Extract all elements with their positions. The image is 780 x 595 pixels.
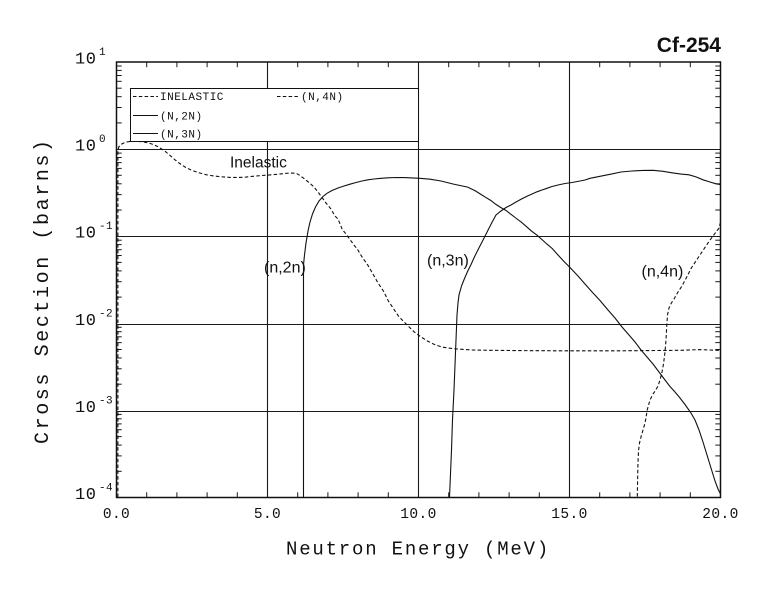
svg-text:5.0: 5.0 <box>254 507 281 523</box>
svg-text:10: 10 <box>75 138 97 157</box>
svg-text:(n,4n): (n,4n) <box>642 264 684 281</box>
svg-text:(N,4N): (N,4N) <box>301 92 344 104</box>
svg-text:1: 1 <box>99 47 106 59</box>
svg-text:-4: -4 <box>99 483 113 495</box>
svg-text:(N,3N): (N,3N) <box>160 130 203 142</box>
svg-text:0: 0 <box>99 134 106 146</box>
svg-text:10: 10 <box>75 312 97 331</box>
svg-text:0.0: 0.0 <box>103 507 130 523</box>
svg-text:10: 10 <box>75 51 97 70</box>
svg-text:Cross Section (barns): Cross Section (barns) <box>32 137 55 444</box>
svg-text:(N,2N): (N,2N) <box>160 112 203 124</box>
svg-text:10.0: 10.0 <box>400 507 436 523</box>
svg-text:10: 10 <box>75 225 97 244</box>
svg-text:-2: -2 <box>99 308 113 320</box>
svg-text:-1: -1 <box>99 221 113 233</box>
svg-text:-3: -3 <box>99 395 113 407</box>
svg-text:20.0: 20.0 <box>702 507 738 523</box>
svg-text:INELASTIC: INELASTIC <box>160 92 224 104</box>
svg-text:(n,2n): (n,2n) <box>264 260 306 277</box>
svg-text:Cf-254: Cf-254 <box>657 34 722 57</box>
svg-text:15.0: 15.0 <box>551 507 587 523</box>
svg-text:10: 10 <box>75 486 97 505</box>
svg-text:Neutron Energy (MeV): Neutron Energy (MeV) <box>286 539 550 561</box>
svg-text:(n,3n): (n,3n) <box>427 253 469 270</box>
svg-text:Inelastic: Inelastic <box>230 155 287 172</box>
svg-text:10: 10 <box>75 399 97 418</box>
